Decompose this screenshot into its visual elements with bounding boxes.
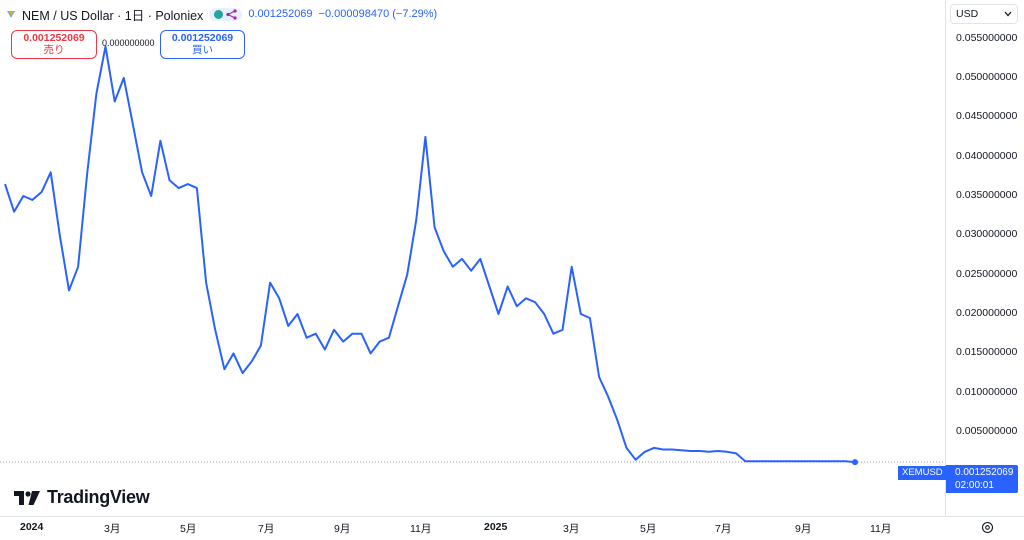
time-tick-label: 3月 [563,523,580,535]
price-axis[interactable] [945,0,1024,516]
price-tick-label: 0.030000000 [956,228,1018,241]
tradingview-name: TradingView [47,487,150,507]
symbol-price-label: XEMUSD [898,466,947,480]
time-tick-label: 11月 [870,523,892,535]
price-tick-label: 0.020000000 [956,307,1018,320]
symbol-title[interactable]: NEM / US Dollar · 1日 · Poloniex [22,8,204,23]
plot-area[interactable] [0,0,945,516]
currency-selector[interactable]: USD [950,4,1018,24]
sell-button[interactable]: 0.001252069 売り [11,30,97,59]
current-price-tag: 0.001252069 02:00:01 [946,465,1018,493]
price-change: −0.000098470 (−7.29%) [318,8,438,20]
price-tick-label: 0.025000000 [956,267,1018,280]
buy-price: 0.001252069 [171,32,234,44]
time-axis[interactable] [0,516,1024,540]
time-tick-label: 7月 [258,523,275,535]
last-price: 0.001252069 [248,8,313,20]
time-tick-label: 3月 [104,523,121,535]
price-tick-label: 0.045000000 [956,110,1018,123]
tradingview-logo[interactable]: TradingView [14,487,150,508]
market-status-pill[interactable] [209,7,243,21]
currency-value: USD [956,8,979,20]
buy-label: 買い [192,44,213,56]
buy-button[interactable]: 0.001252069 買い [160,30,245,59]
sell-price: 0.001252069 [23,32,85,44]
time-tick-label: 9月 [334,523,351,535]
symbol-header: NEM / US Dollar · 1日 · Poloniex 0.001252… [6,6,438,23]
time-tick-label: 5月 [640,523,657,535]
last-point-marker [852,459,858,466]
price-tick-label: 0.040000000 [956,149,1018,162]
settings-icon[interactable] [981,521,994,534]
time-tick-label: 5月 [180,523,197,535]
price-tick-label: 0.050000000 [956,70,1018,83]
time-tick-label: 2024 [20,521,44,533]
time-tick-label: 7月 [715,523,732,535]
price-tick-label: 0.055000000 [956,31,1018,44]
chevron-down-icon [1004,11,1012,17]
market-open-icon [214,9,224,19]
share-icon [226,8,237,20]
time-tick-label: 2025 [484,521,508,533]
current-price-value: 0.001252069 [955,467,1014,478]
bar-countdown: 02:00:01 [955,480,994,491]
price-tick-label: 0.005000000 [956,425,1018,438]
price-tick-label: 0.010000000 [956,385,1018,398]
price-series-line [4,45,856,464]
sell-label: 売り [43,44,65,56]
price-tick-label: 0.015000000 [956,346,1018,359]
spread-value: 0.000000000 [102,38,155,48]
tradingview-logo-icon [14,490,40,505]
time-tick-label: 11月 [410,523,432,535]
time-tick-label: 9月 [795,523,812,535]
nem-logo-icon [7,11,15,18]
price-tick-label: 0.035000000 [956,188,1018,201]
price-chart-svg [0,45,945,466]
